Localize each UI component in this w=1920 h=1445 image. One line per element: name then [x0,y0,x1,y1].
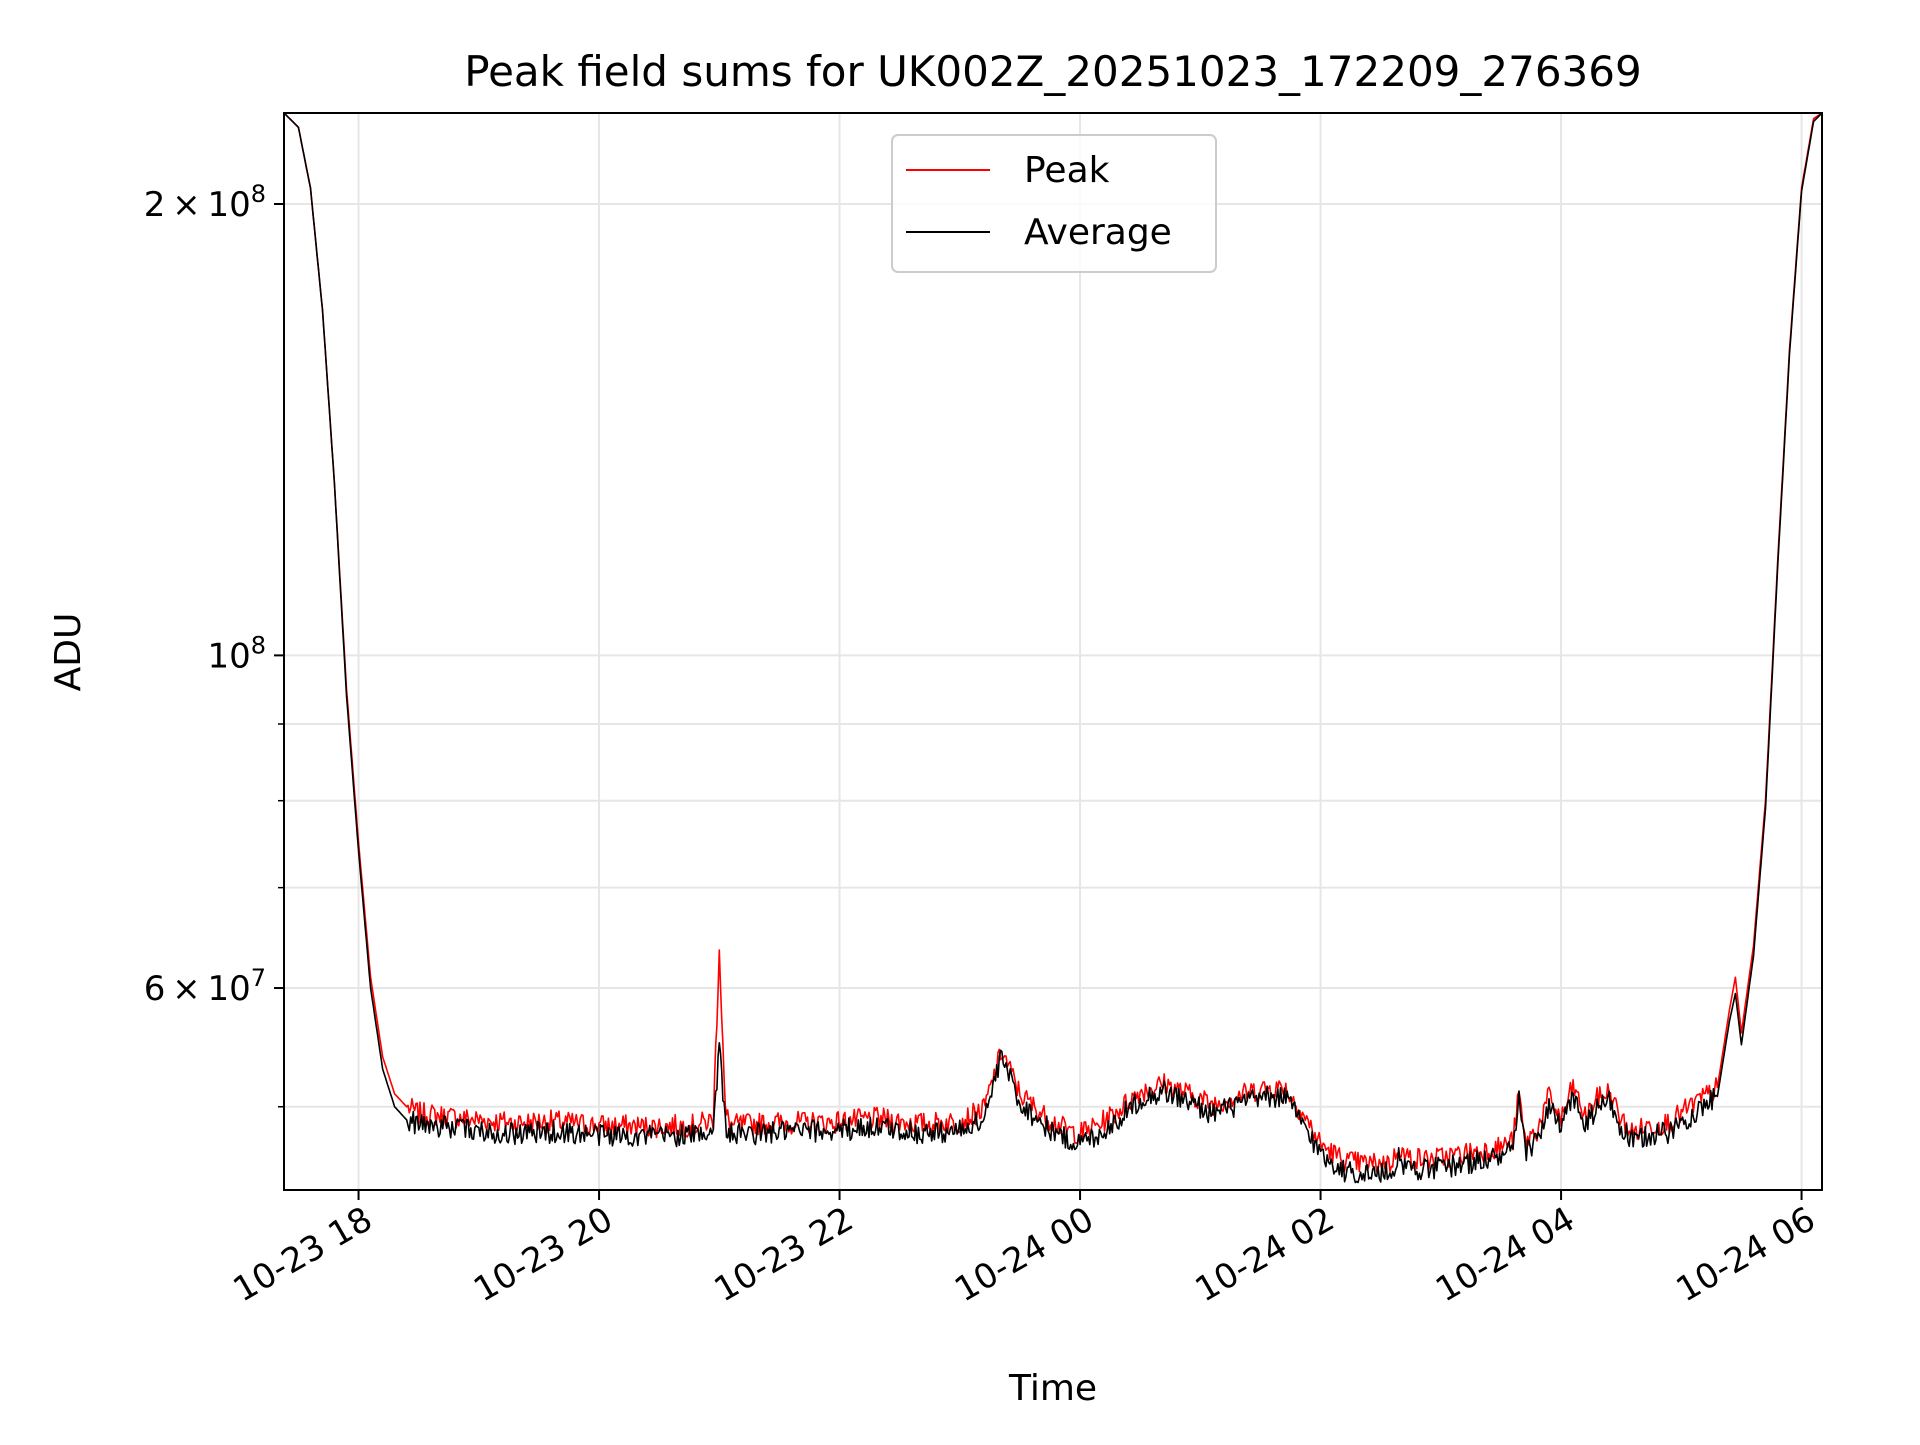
y-tick-label: 6 × 107 [144,964,266,1009]
legend-label-average: Average [1024,212,1172,253]
chart-title: Peak field sums for UK002Z_20251023_1722… [464,47,1641,96]
series-line-peak [284,113,1822,1173]
legend: Peak Average [891,134,1217,273]
plot-frame [283,112,1823,1191]
series-line-average [284,113,1822,1184]
y-tick-label: 108 [207,631,266,676]
series-layer [284,113,1822,1184]
y-tick-label: 2 × 108 [144,180,266,225]
x-axis-label: Time [1008,1368,1097,1409]
legend-label-peak: Peak [1024,150,1110,191]
y-axis-label: ADU [48,613,89,692]
